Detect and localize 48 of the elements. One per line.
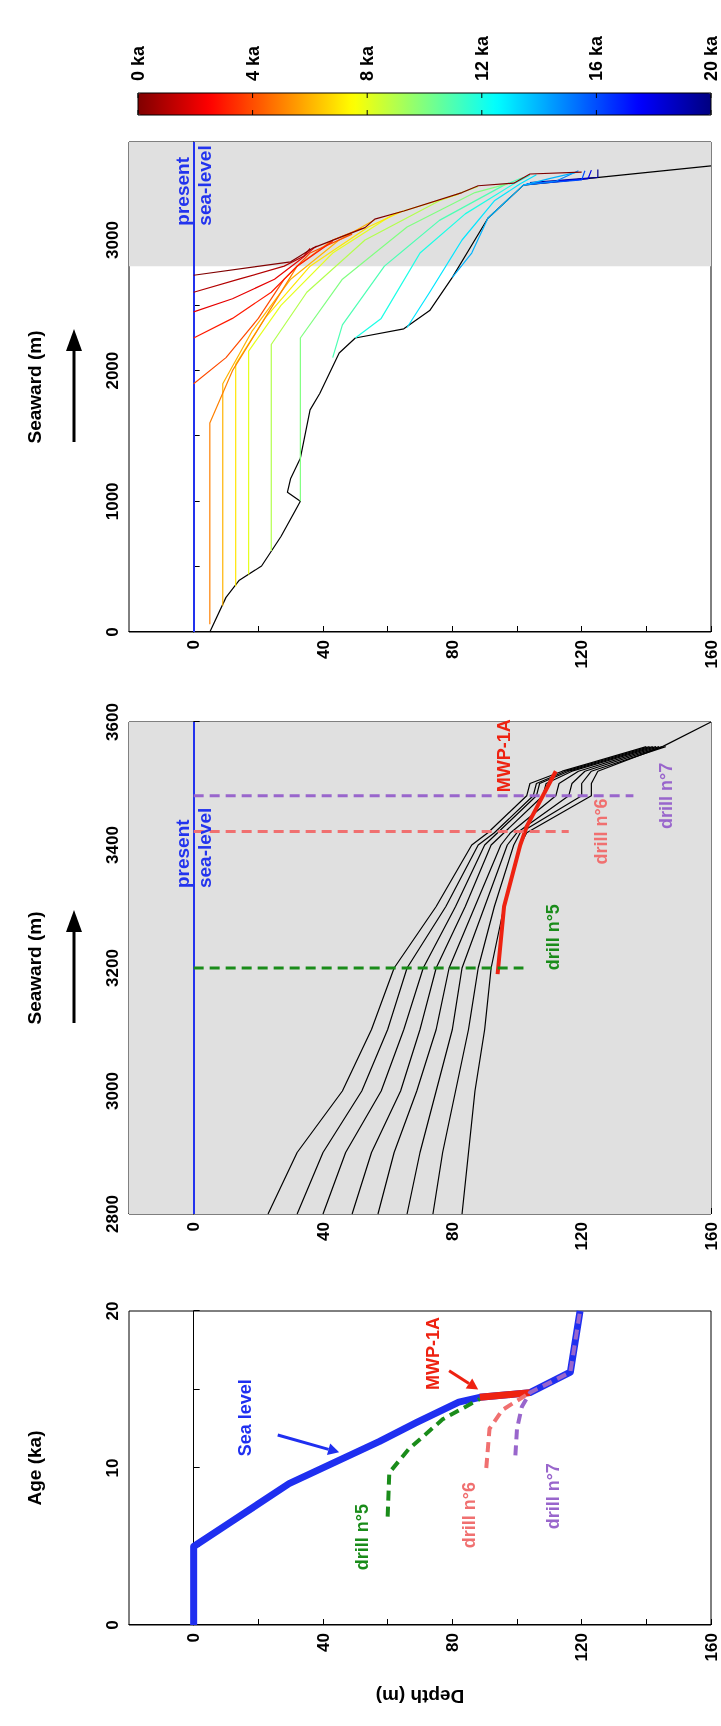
x-tick-label: 40 xyxy=(313,640,333,659)
x-tick-label: 0 xyxy=(184,640,204,650)
text: drill n°5 xyxy=(351,1503,372,1571)
x-tick-label: 0 xyxy=(184,1222,204,1232)
color-bar-label: 0 ka xyxy=(128,44,148,81)
x-tick-label: 80 xyxy=(442,1222,462,1241)
x-tick-label: 120 xyxy=(572,1633,592,1662)
ref-line-label: present sea-level xyxy=(172,807,216,889)
x-tick-label: 80 xyxy=(442,640,462,659)
y-tick-label: 3000 xyxy=(103,1072,122,1110)
x-tick-label: 160 xyxy=(701,1633,721,1662)
y-tick-label: 20 xyxy=(103,1301,122,1321)
y-tick-label: 2800 xyxy=(103,1195,122,1233)
y-tick-label: 3600 xyxy=(103,703,122,741)
text: Sea level xyxy=(235,1379,256,1457)
text: drill n°7 xyxy=(542,1463,563,1530)
color-bar-label: 20 ka xyxy=(701,34,721,81)
text: drill n°6 xyxy=(591,798,612,865)
y-tick-label: 10 xyxy=(103,1458,122,1478)
text: MWP-1A xyxy=(422,1316,443,1390)
text: drill n°6 xyxy=(458,1481,479,1549)
y-tick-label: 3400 xyxy=(103,826,122,864)
x-tick-label: 160 xyxy=(701,640,721,669)
text: drill n°5 xyxy=(542,904,563,971)
text: MWP-1A xyxy=(494,719,515,793)
color-bar-label: 4 ka xyxy=(242,44,263,81)
y-tick-label: 3000 xyxy=(103,221,122,259)
x-tick-label: 120 xyxy=(572,640,592,669)
x-tick-label: 120 xyxy=(572,1222,592,1251)
x-tick-label: 0 xyxy=(184,1633,204,1643)
y-tick-label: 0 xyxy=(103,627,122,637)
y-tick-label: 3200 xyxy=(103,949,122,987)
color-bar-label: 16 ka xyxy=(586,34,607,81)
x-tick-label: 80 xyxy=(442,1633,462,1652)
x-axis-title: Depth (m) xyxy=(375,1686,465,1707)
y-tick-label: 2000 xyxy=(103,351,122,390)
text: drill n°7 xyxy=(655,762,676,829)
y-axis-title: Seaward (m) xyxy=(24,911,45,1025)
color-bar-label: 12 ka xyxy=(471,34,492,81)
x-tick-label: 160 xyxy=(701,1222,721,1251)
x-tick-label: 40 xyxy=(313,1222,333,1241)
x-tick-label: 40 xyxy=(313,1633,333,1652)
color-bar-label: 8 ka xyxy=(357,44,378,81)
y-axis-title: Age (ka) xyxy=(24,1430,45,1506)
ref-line-label: present sea-level xyxy=(172,145,216,226)
y-tick-label: 1000 xyxy=(103,482,122,521)
y-tick-label: 0 xyxy=(103,1620,122,1630)
y-axis-title: Seaward (m) xyxy=(24,330,45,444)
